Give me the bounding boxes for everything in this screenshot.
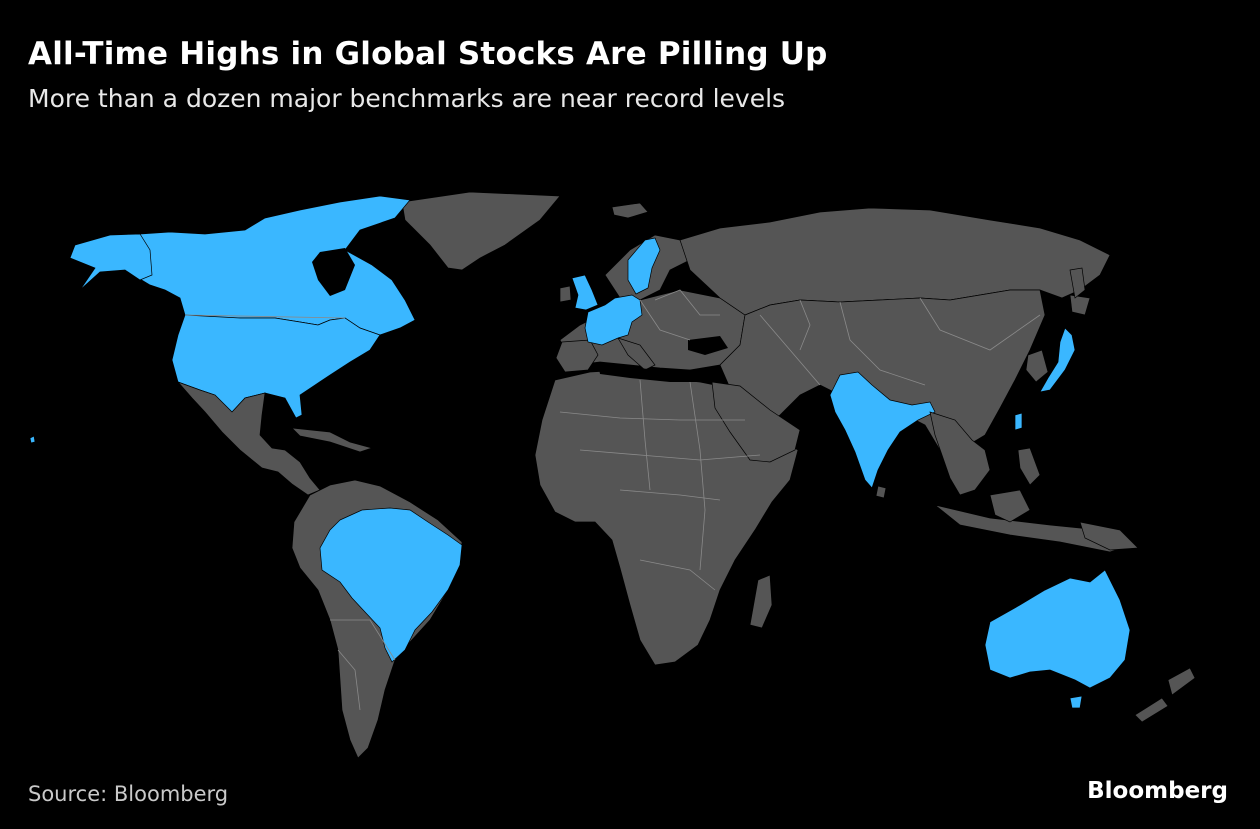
region-new-zealand: [1167, 667, 1196, 696]
border-south-america-1: [330, 619, 396, 661]
border-asia-3: [919, 297, 1041, 351]
border-asia-1: [759, 314, 821, 386]
region-hokkaido: [1069, 294, 1091, 316]
border-africa-4: [639, 559, 716, 591]
bloomberg-logo: Bloomberg: [1087, 778, 1228, 804]
region-hudson-bay: [312, 248, 355, 296]
region-japan: [1039, 327, 1076, 393]
source-note: Source: Bloomberg: [28, 782, 229, 806]
border-asia-2: [839, 301, 926, 386]
region-black-sea: [688, 336, 728, 355]
border-south-america-2: [337, 649, 361, 711]
region-greenland: [401, 191, 561, 271]
region-taiwan: [1014, 412, 1023, 431]
region-india: [829, 371, 936, 489]
region-italy: [617, 337, 656, 371]
border-europe-2: [654, 289, 720, 316]
region-caribbean: [291, 427, 374, 453]
region-western-europe-highlight: [584, 294, 643, 346]
region-ireland: [559, 285, 572, 303]
region-sri-lanka: [875, 485, 887, 499]
region-sweden: [627, 237, 661, 295]
region-borneo: [989, 489, 1031, 523]
region-iberia: [555, 339, 599, 373]
region-canada: [69, 195, 416, 336]
region-philippines: [1017, 447, 1041, 486]
border-europe-1: [639, 299, 691, 341]
border-asia-4: [799, 299, 811, 351]
chart-subtitle: More than a dozen major benchmarks are n…: [28, 84, 786, 113]
border-africa-6: [689, 381, 706, 571]
region-australia: [984, 569, 1131, 689]
region-brazil: [319, 507, 463, 663]
region-southeast-asia: [929, 411, 991, 496]
region-tasmania: [1069, 695, 1083, 709]
region-mediterranean: [598, 364, 710, 382]
region-hawaii: [29, 435, 36, 444]
region-madagascar: [749, 574, 773, 629]
border-africa-1: [559, 411, 745, 421]
region-uk: [571, 274, 599, 311]
chart-title: All-Time Highs in Global Stocks Are Pill…: [28, 36, 828, 72]
region-korea: [1025, 349, 1049, 383]
region-new-zealand-south: [1134, 697, 1169, 723]
region-alaska: [69, 233, 153, 291]
border-africa-3: [619, 489, 721, 501]
region-mexico-central-america: [177, 381, 321, 496]
region-iceland: [611, 202, 649, 219]
region-kamchatka: [1069, 267, 1086, 299]
region-new-guinea: [1079, 521, 1139, 551]
border-africa-5: [639, 379, 651, 491]
world-map: [29, 191, 1196, 759]
border-canada-usa: [184, 314, 346, 319]
border-africa-2: [579, 449, 761, 461]
